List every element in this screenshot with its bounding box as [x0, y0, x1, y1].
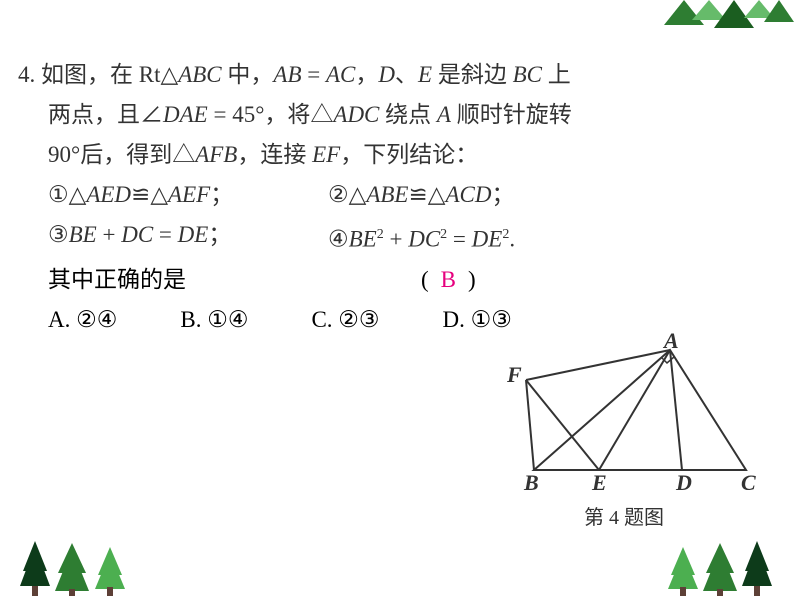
statement-2: ②△ABE≌△ACD； [328, 175, 514, 215]
label-f: F [507, 362, 522, 388]
leaf-2 [692, 0, 726, 20]
tree-5 [703, 543, 737, 596]
statement-1: ①△AED≌△AEF； [48, 175, 328, 215]
option-a: A. ②④ [48, 300, 117, 340]
tree-1 [20, 541, 50, 596]
leaf-1 [664, 0, 704, 25]
question-number: 4. [18, 62, 35, 87]
segment-ad [670, 350, 682, 470]
segment-af [526, 350, 670, 380]
question-line-3: 90°后，得到△AFB，连接 EF，下列结论： [18, 135, 778, 175]
tree-2 [55, 543, 89, 596]
label-c: C [741, 470, 756, 496]
figure-caption: 第 4 题图 [484, 501, 764, 530]
label-e: E [592, 470, 607, 496]
answer-row: 其中正确的是 ( B ) [18, 260, 778, 300]
statement-3: ③BE + DC = DE； [48, 215, 328, 260]
question-content: 4. 如图，在 Rt△ABC 中，AB = AC，D、E 是斜边 BC 上 两点… [18, 55, 778, 340]
top-decoration [654, 0, 794, 50]
question-line-1: 4. 如图，在 Rt△ABC 中，AB = AC，D、E 是斜边 BC 上 [18, 55, 778, 95]
segment-fe [526, 380, 599, 470]
option-c: C. ②③ [311, 300, 379, 340]
triangle-abc [534, 350, 746, 470]
segment-fb [526, 380, 534, 470]
leaf-5 [764, 0, 794, 22]
tree-3 [95, 547, 125, 596]
tree-4 [668, 547, 698, 596]
option-b: B. ①④ [180, 300, 248, 340]
prompt-text: 其中正确的是 [48, 260, 186, 300]
correct-answer: B [441, 260, 456, 300]
tree-6 [742, 541, 772, 596]
figure-area: A B C D E F 第 4 题图 [484, 340, 764, 530]
statements-block: ①△AED≌△AEF； ②△ABE≌△ACD； ③BE + DC = DE； ④… [18, 175, 778, 260]
statement-4: ④BE2 + DC2 = DE2. [328, 215, 515, 260]
label-b: B [524, 470, 539, 496]
bottom-decoration [0, 531, 794, 596]
label-a: A [664, 328, 679, 354]
segment-ae [599, 350, 670, 470]
triangle-figure [484, 340, 764, 490]
option-d: D. ①③ [443, 300, 512, 340]
label-d: D [676, 470, 692, 496]
question-line-2: 两点，且∠DAE = 45°，将△ADC 绕点 A 顺时针旋转 [18, 95, 778, 135]
